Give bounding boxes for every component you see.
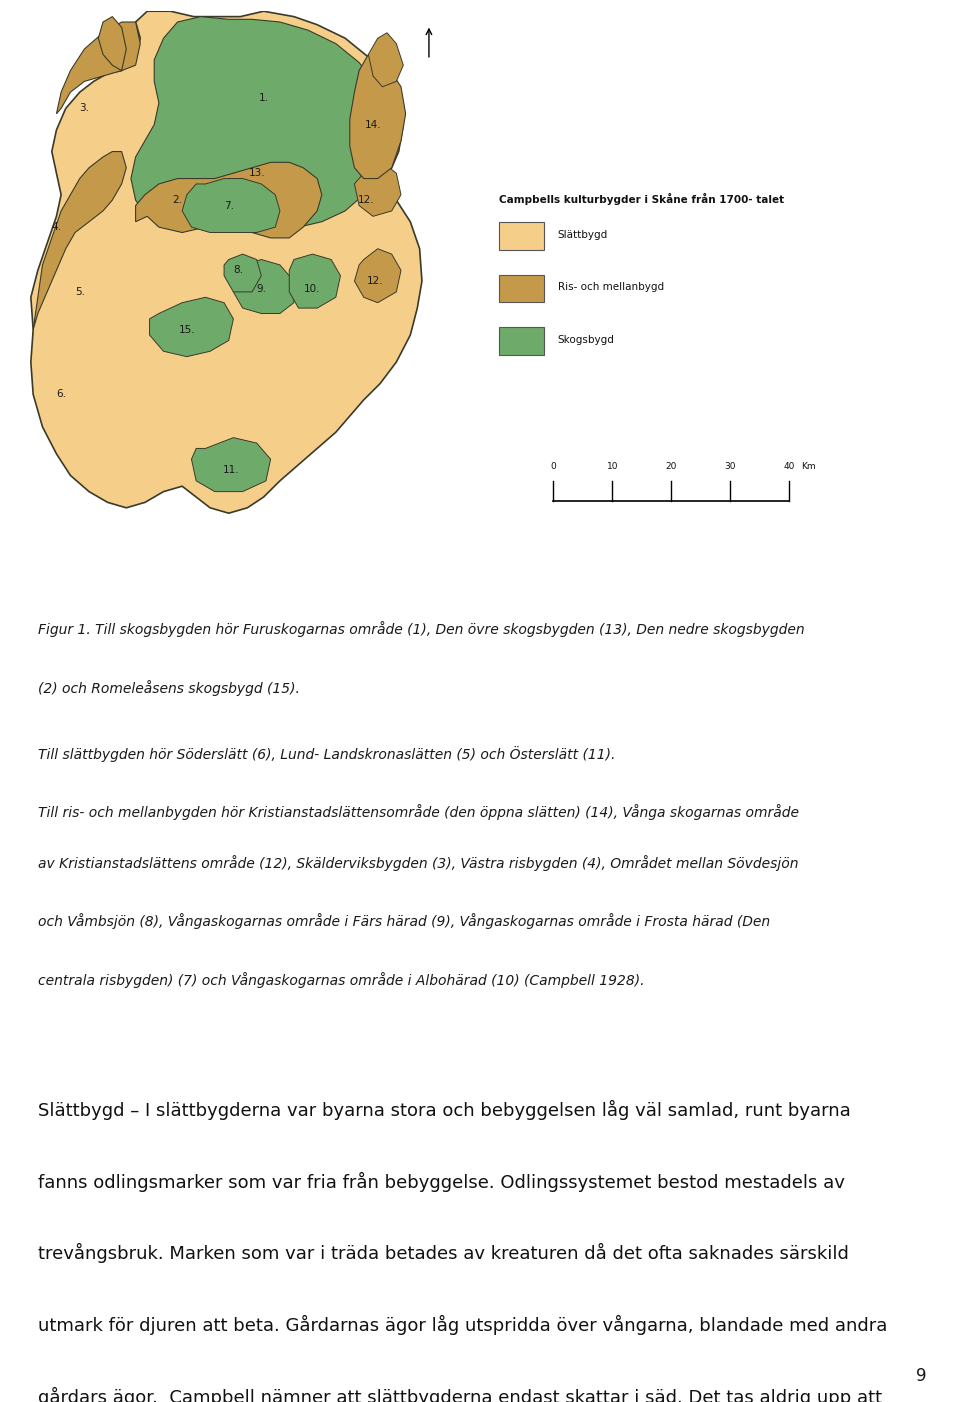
Text: Till ris- och mellanbygden hör Kristianstadslättensområde (den öppna slätten) (1: Till ris- och mellanbygden hör Kristians… <box>38 805 800 820</box>
Text: 7.: 7. <box>224 200 233 210</box>
Text: gårdars ägor.  Campbell nämner att slättbygderna endast skattar i säd. Det tas a: gårdars ägor. Campbell nämner att slättb… <box>38 1387 882 1402</box>
Polygon shape <box>354 163 401 216</box>
Bar <box>499 275 544 303</box>
Text: 1.: 1. <box>258 93 269 102</box>
Text: av Kristianstadslättens område (12), Skälderviksbygden (3), Västra risbygden (4): av Kristianstadslättens område (12), Skä… <box>38 855 799 871</box>
Polygon shape <box>34 151 127 329</box>
Text: Figur 1. Till skogsbygden hör Furuskogarnas område (1), Den övre skogsbygden (13: Figur 1. Till skogsbygden hör Furuskogar… <box>38 621 805 638</box>
Text: 14.: 14. <box>365 119 381 129</box>
Text: 12.: 12. <box>367 276 384 286</box>
Text: 10.: 10. <box>304 285 321 294</box>
Text: Slättbygd – I slättbygderna var byarna stora och bebyggelsen låg väl samlad, run: Slättbygd – I slättbygderna var byarna s… <box>38 1101 852 1120</box>
Text: 12.: 12. <box>358 195 374 205</box>
Text: Slättbygd: Slättbygd <box>558 230 608 240</box>
Text: 20: 20 <box>665 463 677 471</box>
Polygon shape <box>224 254 261 292</box>
Polygon shape <box>31 11 422 513</box>
Text: (2) och Romeleåsens skogsbygd (15).: (2) och Romeleåsens skogsbygd (15). <box>38 680 300 695</box>
Text: 2.: 2. <box>173 195 182 205</box>
Polygon shape <box>57 22 140 114</box>
Text: 9.: 9. <box>256 285 266 294</box>
Text: 40: 40 <box>783 463 795 471</box>
Text: utmark för djuren att beta. Gårdarnas ägor låg utspridda över vångarna, blandade: utmark för djuren att beta. Gårdarnas äg… <box>38 1315 888 1335</box>
Text: 6.: 6. <box>56 390 66 400</box>
Polygon shape <box>354 248 401 303</box>
Text: 5.: 5. <box>75 287 84 297</box>
Bar <box>499 223 544 250</box>
Text: fanns odlingsmarker som var fria från bebyggelse. Odlingssystemet bestod mestade: fanns odlingsmarker som var fria från be… <box>38 1172 845 1192</box>
Polygon shape <box>135 163 322 238</box>
Text: 8.: 8. <box>233 265 243 275</box>
Polygon shape <box>182 178 280 233</box>
Text: 0: 0 <box>550 463 556 471</box>
Text: 10: 10 <box>607 463 618 471</box>
Text: 3.: 3. <box>80 104 89 114</box>
Text: 13.: 13. <box>249 168 265 178</box>
Polygon shape <box>349 55 406 178</box>
Polygon shape <box>191 437 271 492</box>
Polygon shape <box>131 17 387 227</box>
Polygon shape <box>233 259 294 314</box>
Text: 30: 30 <box>724 463 735 471</box>
Bar <box>499 328 544 355</box>
Polygon shape <box>150 297 233 356</box>
Polygon shape <box>289 254 341 308</box>
Text: trevångsbruk. Marken som var i träda betades av kreaturen då det ofta saknades s: trevångsbruk. Marken som var i träda bet… <box>38 1244 850 1263</box>
Text: Ris- och mellanbygd: Ris- och mellanbygd <box>558 282 663 293</box>
Text: och Våmbsjön (8), Vångaskogarnas område i Färs härad (9), Vångaskogarnas område : och Våmbsjön (8), Vångaskogarnas område … <box>38 913 771 930</box>
Text: Skogsbygd: Skogsbygd <box>558 335 614 345</box>
Text: centrala risbygden) (7) och Vångaskogarnas område i Albohärad (10) (Campbell 192: centrala risbygden) (7) och Vångaskogarn… <box>38 972 645 987</box>
Text: 9: 9 <box>916 1367 926 1385</box>
Text: 15.: 15. <box>179 325 195 335</box>
Text: Campbells kulturbygder i Skåne från 1700- talet: Campbells kulturbygder i Skåne från 1700… <box>499 193 784 205</box>
Text: Km: Km <box>801 463 815 471</box>
Text: 4.: 4. <box>52 222 61 233</box>
Text: 11.: 11. <box>223 465 239 475</box>
Polygon shape <box>98 17 127 70</box>
Polygon shape <box>369 32 403 87</box>
Text: Till slättbygden hör Söderslätt (6), Lund- Landskronaslätten (5) och Österslätt : Till slättbygden hör Söderslätt (6), Lun… <box>38 746 615 763</box>
